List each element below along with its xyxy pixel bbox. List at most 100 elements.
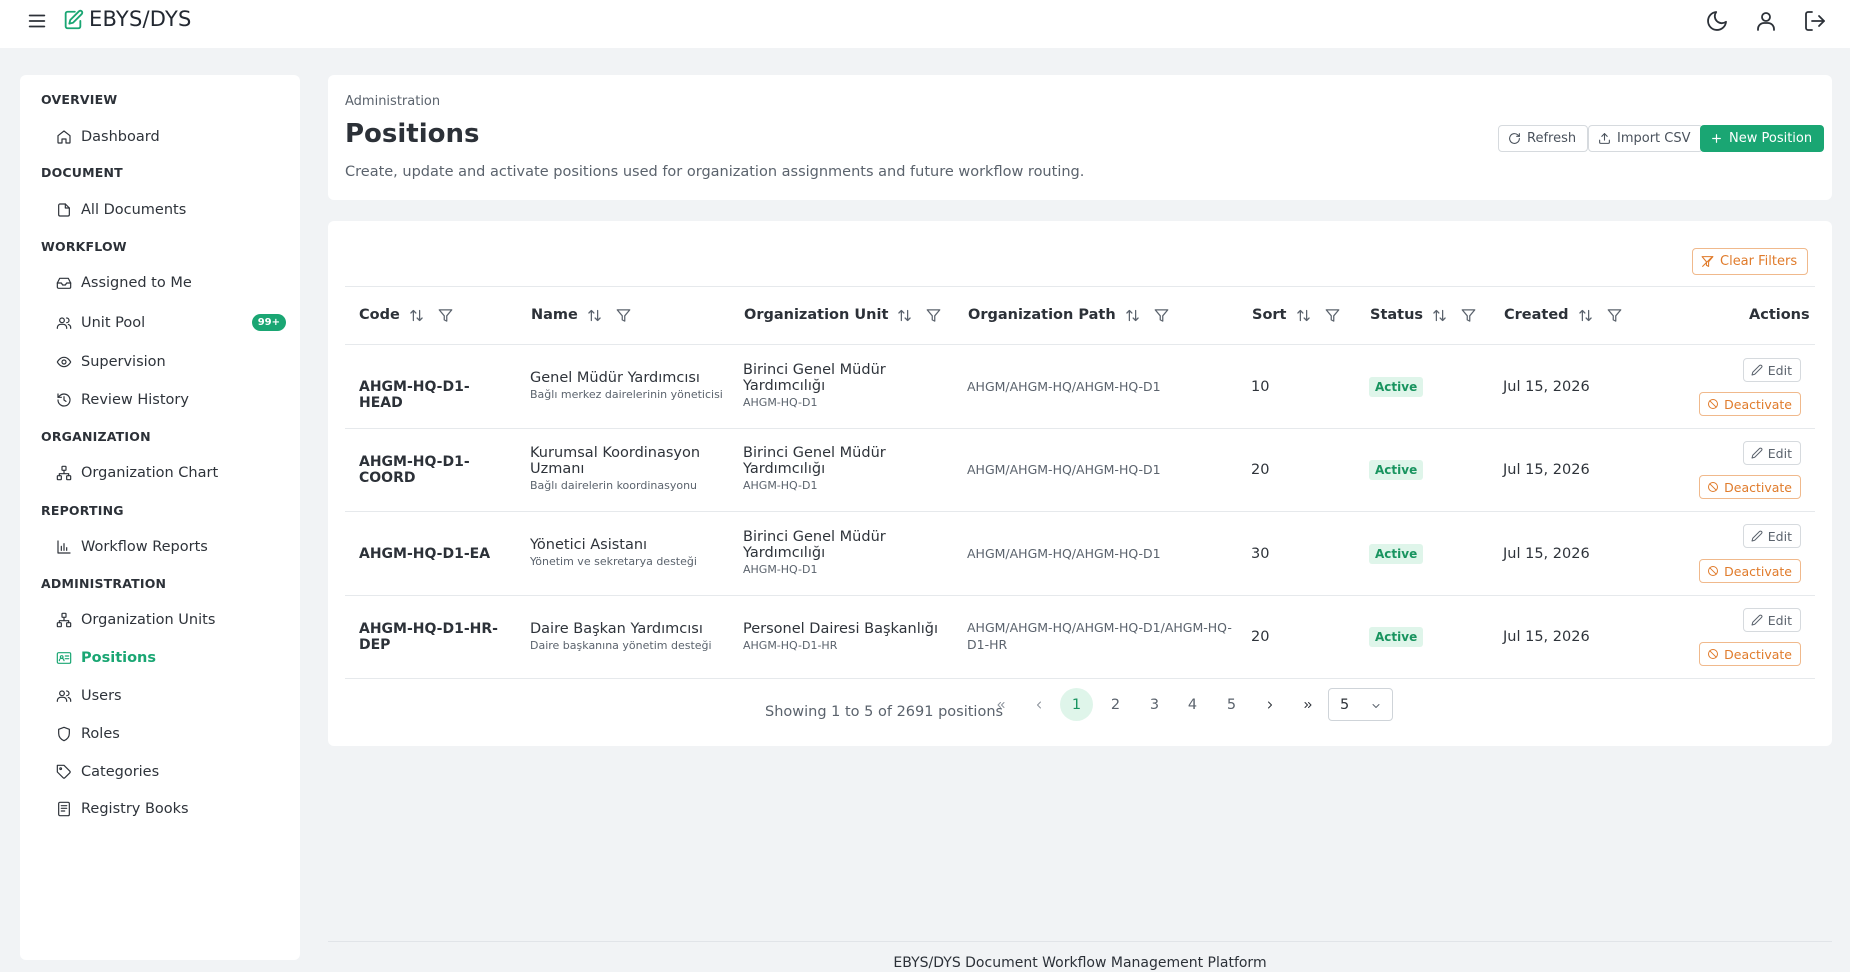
deactivate-button[interactable]: Deactivate [1699,559,1801,583]
sidebar-item-organization-units[interactable]: Organization Units [56,608,286,632]
edit-button[interactable]: Edit [1742,524,1801,548]
sidebar-section-overview: OVERVIEW [41,92,118,107]
last-page-button[interactable] [1291,688,1324,721]
edit-label: Edit [1767,528,1792,544]
filter-icon[interactable] [926,308,941,323]
app-brand[interactable]: EBYS/DYS [89,7,192,31]
cell-name: Yönetici Asistanı Yönetim ve sekretarya … [530,537,725,568]
sidebar-section-administration: ADMINISTRATION [41,576,167,591]
new-position-button[interactable]: New Position [1700,125,1825,152]
cell-organization-path: AHGM/AHGM-HQ/AHGM-HQ-D1/AHGM-HQ-D1-HR [967,620,1232,652]
sort-icon[interactable] [897,308,912,323]
page-button-1[interactable]: 1 [1060,688,1093,721]
sort-icon[interactable] [1125,308,1140,323]
edit-button[interactable]: Edit [1742,358,1801,382]
breadcrumb[interactable]: Administration [345,94,441,109]
cell-code: AHGM-HQ-D1-EA [359,546,491,562]
table-header-bottom-border [345,344,1815,345]
page-button-2[interactable]: 2 [1110,696,1121,713]
deactivate-button[interactable]: Deactivate [1699,642,1801,666]
page-button-3[interactable]: 3 [1149,696,1160,713]
sidebar-item-label: Review History [81,392,189,408]
page-header-card: Administration Positions Create, update … [328,75,1832,200]
plus-icon [1712,134,1721,143]
deactivate-button[interactable]: Deactivate [1699,475,1801,499]
sidebar-item-assigned-to-me[interactable]: Assigned to Me [56,271,286,295]
sidebar-item-positions[interactable]: Positions [56,646,286,670]
sort-icon[interactable] [409,308,424,323]
chevron-right-icon [1267,701,1272,708]
cell-sort: 20 [1251,462,1270,478]
page-description: Create, update and activate positions us… [345,164,1085,180]
column-header-sort: Sort [1252,305,1340,325]
sidebar-item-unit-pool[interactable]: Unit Pool 99+ [56,311,286,335]
sort-icon[interactable] [587,308,602,323]
cell-created: Jul 15, 2026 [1503,379,1590,395]
users-icon [56,690,72,702]
sidebar-item-label: Positions [81,650,157,666]
page-size-select[interactable]: 5 [1328,688,1393,721]
sidebar-item-dashboard[interactable]: Dashboard [56,125,286,149]
table-row: AHGM-HQ-D1-HEAD Genel Müdür Yardımcısı B… [345,345,1815,428]
deactivate-button[interactable]: Deactivate [1699,392,1801,416]
first-page-button[interactable] [984,688,1017,721]
next-page-button[interactable] [1253,688,1286,721]
sidebar-item-organization-chart[interactable]: Organization Chart [56,461,286,485]
cell-organization-path: AHGM/AHGM-HQ/AHGM-HQ-D1 [967,379,1161,394]
sidebar-item-workflow-reports[interactable]: Workflow Reports [56,535,286,559]
filter-icon[interactable] [1325,308,1340,323]
pencil-icon [1751,614,1763,626]
shield-icon [58,726,70,742]
sidebar-item-users[interactable]: Users [56,684,286,708]
organization-unit-code: AHGM-HQ-D1 [743,479,818,492]
sidebar-item-roles[interactable]: Roles [56,722,286,746]
row-divider [345,511,1815,512]
table-row: AHGM-HQ-D1-HR-DEP Daire Başkan Yardımcıs… [345,595,1815,678]
dark-mode-moon-icon[interactable] [1705,9,1729,33]
table-header-top-border [345,286,1815,287]
user-profile-icon[interactable] [1754,9,1778,33]
sidebar-item-supervision[interactable]: Supervision [56,350,286,374]
logout-icon[interactable] [1803,9,1827,33]
sort-icon[interactable] [1578,308,1593,323]
sidebar-item-label: Assigned to Me [81,275,192,291]
page-button-4[interactable]: 4 [1187,696,1198,713]
deactivate-label: Deactivate [1724,646,1792,662]
hamburger-menu-icon[interactable] [26,10,48,32]
ban-icon [1708,566,1719,576]
sidebar-item-registry-books[interactable]: Registry Books [56,797,286,821]
sidebar-item-label: Roles [81,726,120,742]
page-button-5[interactable]: 5 [1226,696,1237,713]
refresh-button[interactable]: Refresh [1498,125,1589,152]
footer-divider [328,941,1832,942]
row-divider [345,595,1815,596]
clear-filters-button[interactable]: Clear Filters [1692,248,1809,275]
status-badge: Active [1369,377,1424,397]
filter-icon[interactable] [1607,308,1622,323]
file-icon [58,203,70,217]
sort-icon[interactable] [1432,308,1447,323]
sidebar-item-review-history[interactable]: Review History [56,388,286,412]
column-header-label: Organization Path [968,307,1116,323]
sidebar: OVERVIEW Dashboard DOCUMENT All Document… [20,75,300,960]
filter-icon[interactable] [1154,308,1169,323]
chevrons-right-icon [1304,701,1311,708]
sidebar-item-categories[interactable]: Categories [56,760,286,784]
position-description: Daire başkanına yönetim desteği [530,639,712,652]
import-csv-button[interactable]: Import CSV [1588,125,1703,152]
table-row: AHGM-HQ-D1-EA Yönetici Asistanı Yönetim … [345,511,1815,594]
sidebar-item-label: Users [81,688,122,704]
filter-icon[interactable] [1461,308,1476,323]
edit-button[interactable]: Edit [1742,608,1801,632]
edit-label: Edit [1767,612,1792,628]
sidebar-item-all-documents[interactable]: All Documents [56,198,286,222]
previous-page-button[interactable] [1022,688,1055,721]
column-header-created: Created [1504,305,1622,325]
filter-icon[interactable] [438,308,453,323]
column-header-label: Status [1370,307,1424,323]
edit-button[interactable]: Edit [1742,441,1801,465]
filter-icon[interactable] [616,308,631,323]
cell-sort: 20 [1251,629,1270,645]
sort-icon[interactable] [1296,308,1311,323]
sidebar-section-organization: ORGANIZATION [41,429,151,444]
